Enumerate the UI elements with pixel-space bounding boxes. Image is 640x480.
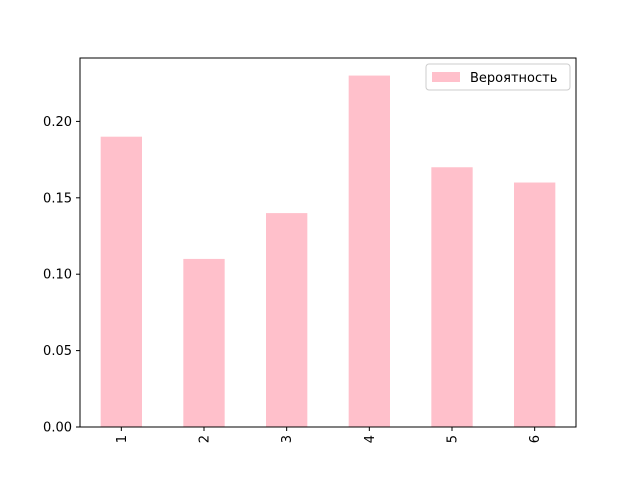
plot-frame: [79, 57, 577, 428]
y-tick-label: 0.20: [43, 115, 72, 130]
bars-group: [100, 75, 556, 428]
y-tick-label: 0.05: [43, 344, 72, 359]
y-axis: 0.00 0.05 0.10 0.15 0.20: [43, 115, 80, 436]
bar-1: [100, 136, 142, 427]
bar-3: [266, 213, 308, 427]
legend-swatch: [432, 72, 460, 82]
bar-2: [183, 258, 225, 427]
x-tick-label: 6: [528, 435, 543, 443]
bar-5: [431, 167, 473, 427]
x-tick-label: 2: [198, 435, 213, 443]
y-tick-label: 0.00: [43, 421, 72, 436]
y-tick-label: 0.15: [43, 191, 72, 206]
x-tick-label: 4: [363, 435, 378, 443]
x-tick-label: 3: [280, 435, 295, 443]
x-axis: 1 2 3 4 5 6: [115, 427, 543, 443]
legend: Вероятность: [425, 63, 571, 91]
y-tick-label: 0.10: [43, 268, 72, 283]
bar-6: [514, 182, 556, 427]
legend-label: Вероятность: [470, 71, 557, 86]
bar-4: [348, 75, 390, 428]
x-tick-label: 5: [446, 435, 461, 443]
x-tick-label: 1: [115, 435, 130, 443]
legend-box: [425, 63, 571, 91]
